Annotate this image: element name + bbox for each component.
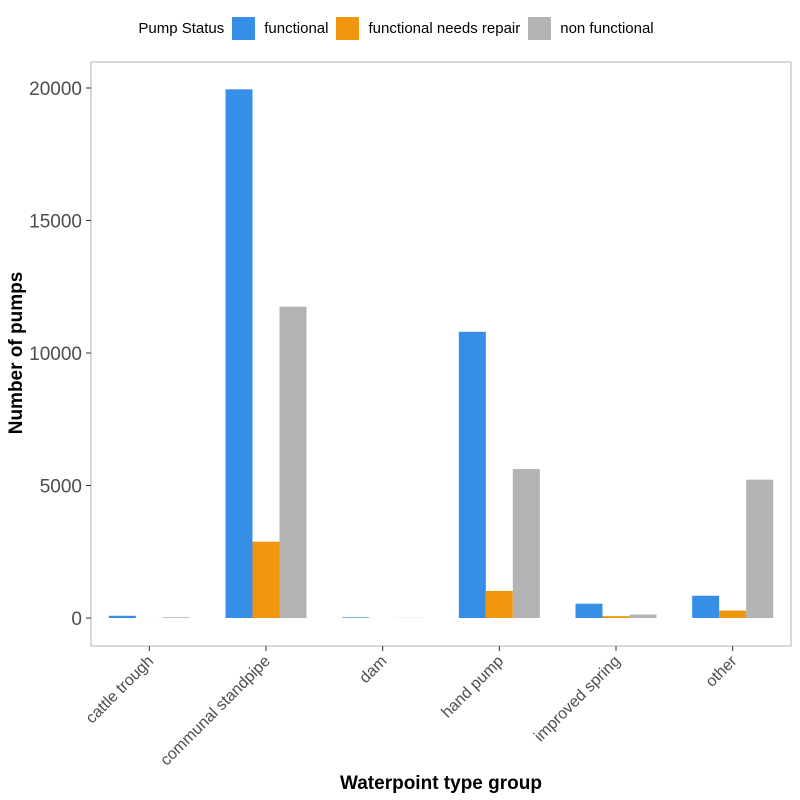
plot-panel: [90, 61, 792, 647]
x-tick-label-other: other: [703, 652, 741, 690]
bar-other-functional-needs-repair: [719, 610, 747, 618]
y-tick-label: 5000: [40, 477, 82, 498]
legend-label-functional-needs-repair: functional needs repair: [368, 19, 521, 37]
x-tick-label-communal-standpipe: communal standpipe: [157, 653, 273, 769]
bar-improved-spring-functional-needs-repair: [602, 616, 630, 618]
legend-label-non-functional: non functional: [560, 19, 654, 37]
bar-cattle-trough-functional: [108, 615, 136, 618]
bar-improved-spring-non-functional: [629, 614, 657, 618]
legend-swatch-functional: [232, 16, 256, 40]
y-tick-label: 20000: [29, 79, 82, 100]
bar-communal-standpipe-non-functional: [279, 306, 307, 618]
bar-cattle-trough-non-functional: [162, 617, 190, 618]
x-tick-label-cattle-trough: cattle trough: [83, 653, 157, 727]
bars-layer: [108, 89, 774, 618]
bar-hand-pump-functional-needs-repair: [485, 590, 513, 618]
y-tick-label: 10000: [29, 344, 82, 365]
bar-hand-pump-non-functional: [512, 469, 540, 618]
legend-swatch-non-functional: [528, 16, 552, 40]
legend-item-functional: functional: [232, 16, 329, 40]
bar-communal-standpipe-functional: [225, 89, 253, 618]
y-tick-label: 15000: [29, 212, 82, 233]
legend-label-functional: functional: [264, 19, 329, 37]
y-tick-label: 0: [71, 609, 82, 630]
bar-communal-standpipe-functional-needs-repair: [252, 541, 280, 618]
x-axis-title: Waterpoint type group: [340, 773, 542, 794]
x-tick-label-hand-pump: hand pump: [439, 653, 508, 722]
bar-hand-pump-functional: [458, 331, 486, 618]
bar-other-functional: [692, 595, 720, 618]
bar-dam-functional: [342, 617, 370, 618]
y-axis: 0 5000 10000 15000 20000: [29, 79, 91, 630]
x-tick-label-improved-spring: improved spring: [531, 653, 624, 746]
legend-item-functional-needs-repair: functional needs repair: [336, 16, 521, 40]
legend-swatch-functional-needs-repair: [336, 16, 360, 40]
x-axis: cattle trough communal standpipe dam hand p…: [83, 646, 741, 769]
y-axis-title: Number of pumps: [6, 272, 27, 435]
bar-improved-spring-functional: [575, 603, 603, 618]
legend-item-non-functional: non functional: [528, 16, 654, 40]
legend: Pump Status functional functional needs …: [0, 14, 800, 42]
legend-title: Pump Status: [138, 19, 225, 37]
x-tick-label-dam: dam: [356, 653, 390, 687]
bar-other-non-functional: [746, 479, 774, 618]
